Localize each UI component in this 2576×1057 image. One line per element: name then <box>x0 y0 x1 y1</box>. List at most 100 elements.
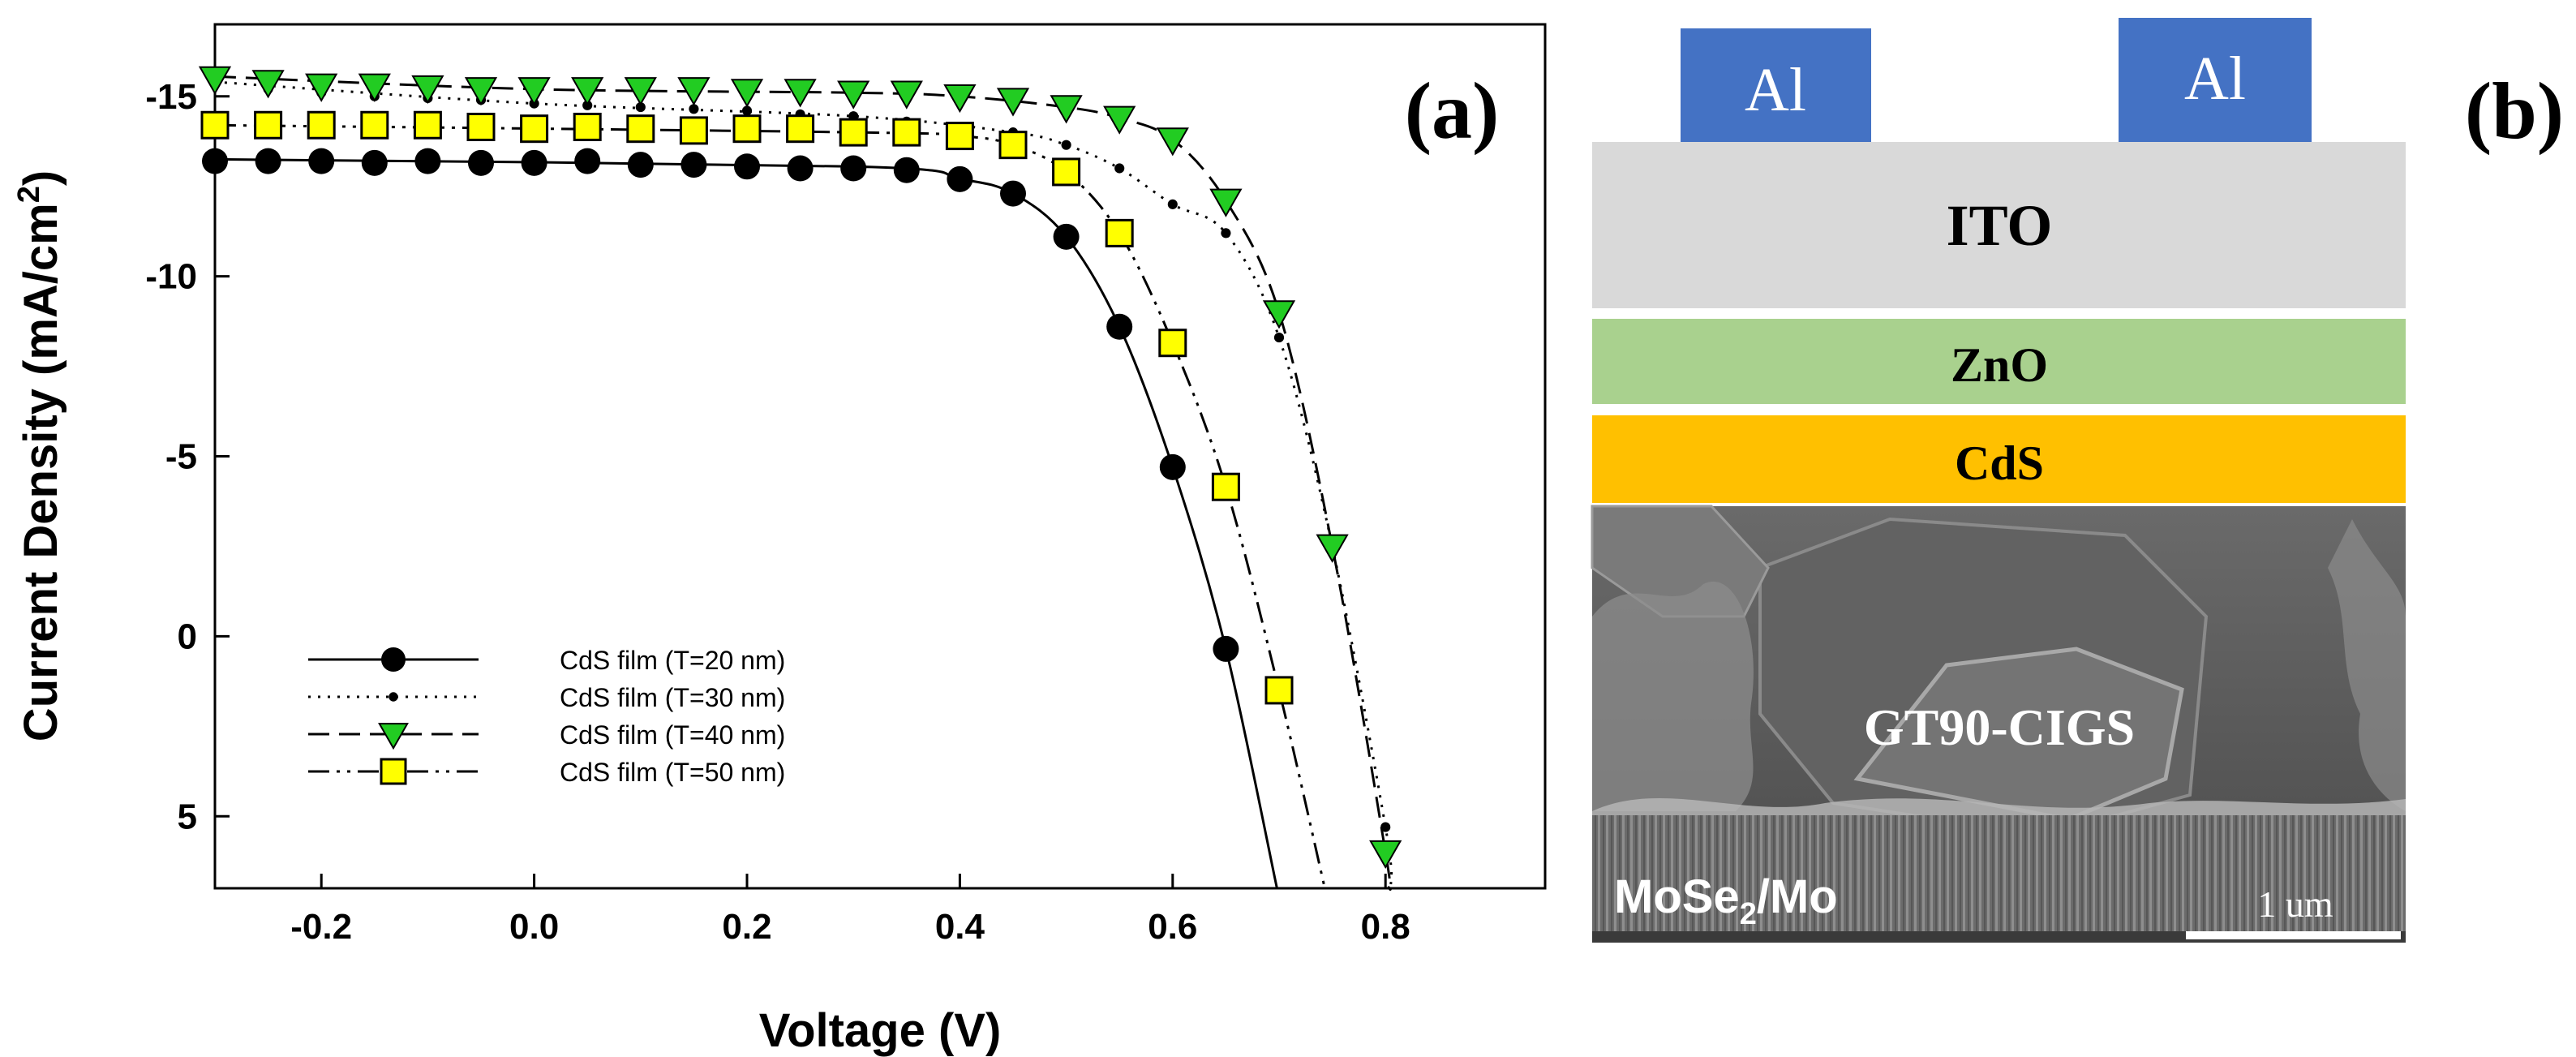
data-point <box>308 148 335 174</box>
panel-label-a: (a) <box>1405 66 1500 156</box>
y-axis-label-close: ) <box>15 170 67 186</box>
data-point <box>466 112 496 141</box>
data-point <box>1167 199 1178 209</box>
data-point <box>1114 163 1125 174</box>
data-point <box>996 88 1030 117</box>
data-point <box>1052 157 1081 187</box>
data-point <box>307 110 336 140</box>
data-point <box>1105 218 1134 247</box>
series-1 <box>202 148 1278 889</box>
data-point <box>626 114 655 144</box>
ito-layer <box>1592 142 2406 308</box>
legend-label: CdS film (T=50 nm) <box>560 758 785 787</box>
data-point <box>734 153 760 180</box>
data-point <box>1213 635 1239 662</box>
data-point <box>1106 313 1133 340</box>
sem-rough-right <box>2328 519 2406 811</box>
data-point <box>689 104 699 114</box>
data-point <box>837 80 870 110</box>
data-point <box>890 80 923 110</box>
data-point <box>945 122 974 151</box>
legend-label: CdS film (T=40 nm) <box>560 720 785 750</box>
data-point <box>677 77 711 106</box>
sem-rough-left <box>1592 581 1754 811</box>
data-point <box>198 66 232 95</box>
y-axis-label-sup: 2 <box>12 186 46 203</box>
data-point <box>360 110 389 140</box>
x-tick-label: 0.2 <box>722 907 771 947</box>
data-point <box>1211 472 1240 501</box>
data-point <box>1061 140 1071 150</box>
y-axis-label: Current Density (mA/cm2) <box>12 170 67 741</box>
data-point <box>202 148 228 174</box>
x-tick-label: 0.8 <box>1361 907 1410 947</box>
cds-layer <box>1592 415 2406 503</box>
legend-entry: CdS film (T=50 nm) <box>308 758 785 787</box>
jv-chart: -0.2 0.0 0.2 0.4 0.6 0.8 -15 -10 -5 0 5 (a) Volta… <box>12 23 1547 1057</box>
mose2-main: MoSe <box>1614 870 1740 923</box>
zno-layer <box>1592 319 2406 404</box>
data-point <box>1050 95 1083 124</box>
data-point <box>1264 676 1294 705</box>
device-structure: (b) Al Al ITO ZnO CdS GT90-CIGS MoSe2/Mo… <box>1591 18 2564 943</box>
series-4 <box>200 110 1326 889</box>
data-point <box>1103 105 1136 135</box>
data-point <box>840 155 867 182</box>
plot-area-frame <box>213 23 1547 890</box>
y-tick-label: -5 <box>165 437 197 477</box>
y-tick-label: 5 <box>178 797 197 836</box>
series-layer <box>198 66 1402 892</box>
al-contact-right-label: Al <box>2184 45 2246 113</box>
data-point <box>786 114 815 144</box>
data-point <box>893 157 920 183</box>
data-point <box>517 77 551 106</box>
cigs-label: GT90-CIGS <box>1864 698 2135 756</box>
series-line <box>214 123 1326 889</box>
legend-entry: CdS film (T=40 nm) <box>308 720 785 750</box>
x-axis-ticks: -0.2 0.0 0.2 0.4 0.6 0.8 <box>290 874 1410 947</box>
data-point <box>1316 534 1349 563</box>
data-point <box>679 116 708 145</box>
data-point <box>1380 822 1391 832</box>
data-point <box>574 148 601 174</box>
data-point <box>251 70 285 99</box>
x-tick-label: 0.0 <box>509 907 559 947</box>
data-point <box>254 110 283 140</box>
data-point <box>411 75 444 105</box>
data-point <box>1053 223 1080 250</box>
x-axis-label: Voltage (V) <box>759 1004 1002 1057</box>
legend-marker <box>381 647 406 672</box>
legend-label: CdS film (T=20 nm) <box>560 646 785 675</box>
data-point <box>358 73 391 102</box>
mose2-tail: /Mo <box>1757 870 1838 923</box>
data-point <box>361 149 388 176</box>
legend-marker <box>389 692 398 702</box>
legend: CdS film (T=20 nm) CdS film (T=30 nm) CdS … <box>308 646 785 787</box>
legend-entry: CdS film (T=20 nm) <box>308 646 785 675</box>
scale-bar-label: 1 um <box>2257 883 2333 925</box>
data-point <box>1000 180 1026 207</box>
panel-label-b: (b) <box>2465 66 2564 156</box>
y-axis-ticks: -15 -10 -5 0 5 <box>145 77 230 836</box>
data-point <box>413 110 442 140</box>
mose2-sub: 2 <box>1740 897 1757 931</box>
data-point <box>784 79 817 108</box>
cds-label: CdS <box>1955 436 2044 490</box>
data-point <box>624 77 657 106</box>
x-tick-label: 0.4 <box>935 907 985 947</box>
al-contact-left <box>1681 28 1871 142</box>
data-point <box>680 152 707 178</box>
series-line <box>214 75 1392 892</box>
data-point <box>730 79 764 108</box>
sem-image: GT90-CIGS MoSe2/Mo 1 um <box>1591 505 2406 943</box>
data-point <box>573 112 602 141</box>
data-point <box>892 118 921 147</box>
data-point <box>741 105 753 116</box>
data-point <box>1273 332 1285 343</box>
x-tick-label: 0.6 <box>1148 907 1197 947</box>
x-tick-label: -0.2 <box>290 907 352 947</box>
zno-label: ZnO <box>1951 338 2048 392</box>
al-contact-right <box>2119 18 2312 142</box>
data-point <box>571 77 604 106</box>
